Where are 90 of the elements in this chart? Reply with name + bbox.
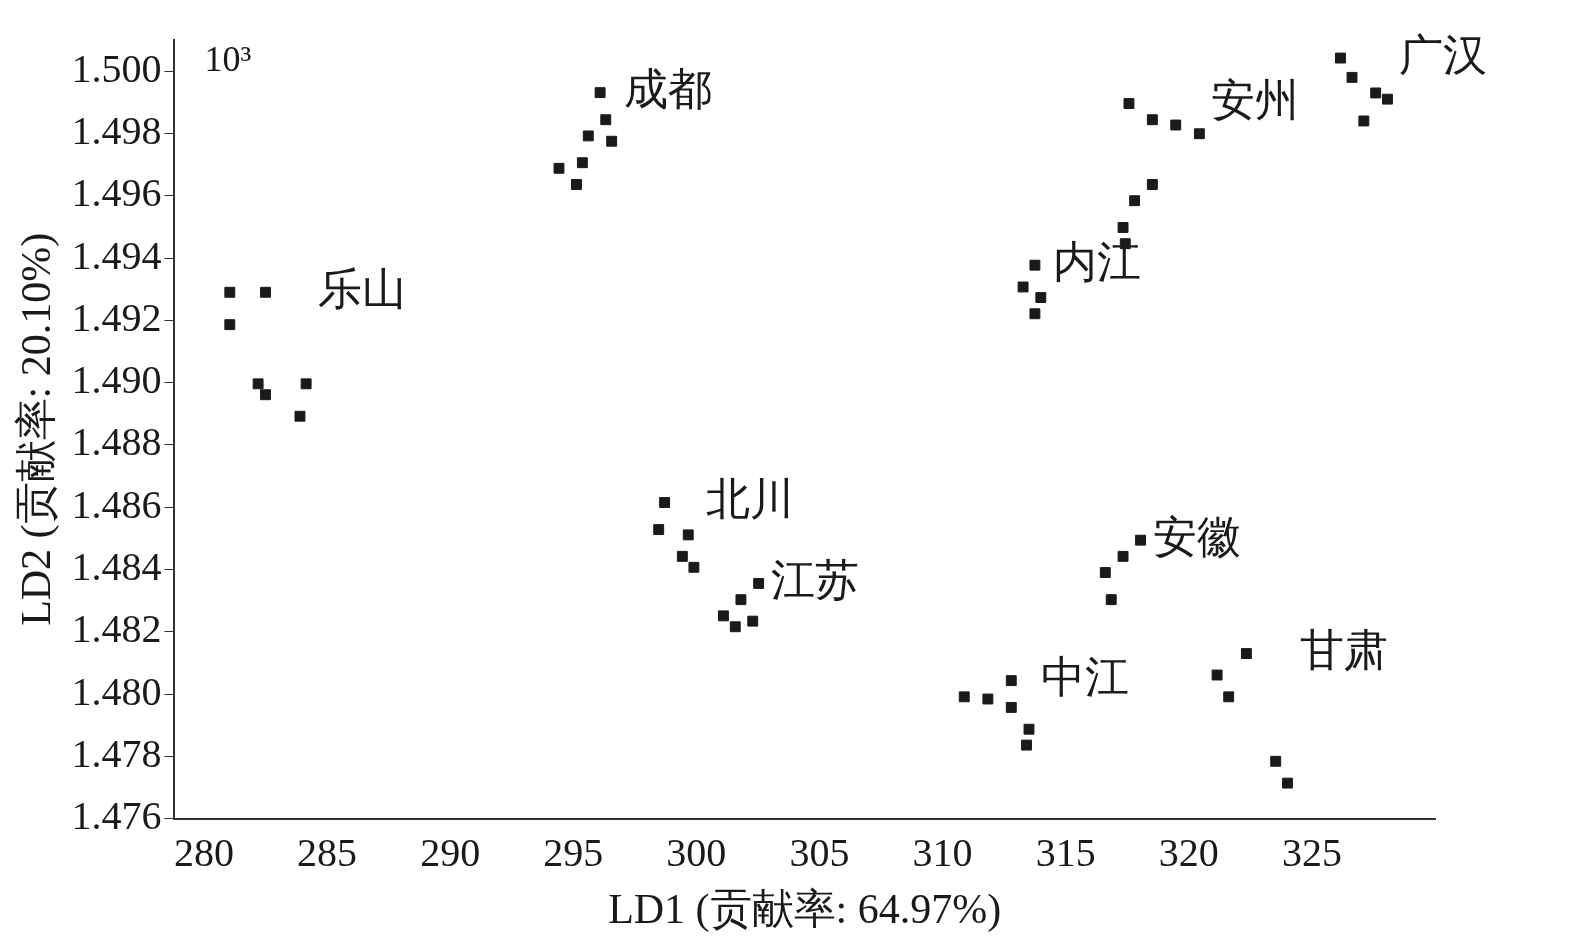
- y-tick-label: 1.484: [71, 543, 162, 589]
- point: [606, 135, 618, 147]
- y-tick-label: 1.494: [71, 232, 162, 278]
- y-tick-label: 1.482: [71, 606, 162, 652]
- x-axis-title: LD1 (贡献率: 64.97%): [608, 885, 1002, 933]
- point: [1270, 755, 1282, 767]
- y-tick-label: 1.498: [71, 107, 162, 153]
- point: [659, 497, 671, 508]
- point: [600, 114, 612, 126]
- x-tick-label: 280: [173, 830, 234, 876]
- point: [1005, 675, 1017, 687]
- x-tick-label: 320: [1158, 830, 1219, 876]
- point: [582, 130, 594, 142]
- point: [1099, 567, 1111, 579]
- y-tick-label: 1.490: [71, 357, 162, 403]
- y-tick-label: 1.500: [71, 45, 162, 91]
- point: [260, 389, 271, 401]
- point: [260, 286, 271, 298]
- point: [1146, 114, 1158, 126]
- point: [1193, 128, 1205, 140]
- point: [1123, 98, 1135, 109]
- series-label: 成都: [623, 65, 712, 115]
- x-tick-label: 300: [666, 830, 727, 876]
- point: [594, 87, 606, 99]
- point: [224, 319, 236, 331]
- point: [1117, 222, 1129, 233]
- point: [958, 691, 970, 703]
- point: [1029, 308, 1041, 320]
- x-tick-label: 325: [1281, 830, 1342, 876]
- point: [676, 550, 688, 562]
- point: [718, 610, 729, 622]
- point: [653, 524, 665, 536]
- series-label: 乐山: [318, 264, 407, 314]
- series-label: 江苏: [770, 556, 859, 606]
- series-label: 广汉: [1399, 30, 1488, 80]
- y-tick-label: 1.488: [71, 419, 162, 465]
- y-tick-label: 1.476: [71, 793, 162, 839]
- point: [571, 179, 582, 190]
- point: [553, 162, 565, 174]
- point: [1105, 594, 1117, 606]
- series-label: 安徽: [1152, 512, 1241, 562]
- point: [1129, 195, 1141, 207]
- y-tick-label: 1.486: [71, 481, 162, 527]
- x-tick-label: 295: [543, 830, 604, 876]
- point: [1146, 179, 1158, 190]
- point: [982, 693, 994, 705]
- x-tick-label: 310: [912, 830, 973, 876]
- point: [1382, 93, 1393, 105]
- point: [1223, 691, 1235, 703]
- point: [294, 410, 306, 422]
- point: [224, 286, 236, 298]
- series-label: 中江: [1041, 653, 1129, 703]
- point: [735, 594, 747, 606]
- point: [1023, 723, 1035, 735]
- point: [1117, 550, 1129, 562]
- x-tick-label: 290: [420, 830, 481, 876]
- point: [300, 378, 312, 390]
- y-tick-label: 1.478: [71, 730, 162, 776]
- point: [1021, 739, 1032, 751]
- point: [1240, 648, 1252, 659]
- point: [729, 621, 741, 633]
- x-tick-label: 315: [1035, 830, 1096, 876]
- series-label: 安州: [1211, 76, 1300, 126]
- point: [1135, 534, 1146, 546]
- point: [1370, 87, 1382, 99]
- point: [1211, 669, 1223, 681]
- x-tick-label: 305: [789, 830, 850, 876]
- point: [1017, 281, 1029, 293]
- y-tick-label: 1.496: [71, 170, 162, 216]
- point: [1035, 292, 1047, 304]
- point: [1358, 115, 1370, 127]
- y-tick-label: 1.492: [71, 294, 162, 340]
- point: [1346, 71, 1358, 83]
- y-axis-title: LD2 (贡献率: 20.10%): [13, 232, 61, 626]
- point: [1005, 701, 1017, 713]
- x-tick-label: 285: [297, 830, 358, 876]
- point: [747, 615, 759, 627]
- point: [753, 578, 765, 589]
- point: [682, 529, 694, 541]
- series-label: 甘肃: [1299, 626, 1388, 676]
- annotation: 10³: [204, 39, 252, 80]
- point: [1335, 52, 1346, 64]
- point: [1282, 777, 1293, 789]
- point: [688, 561, 700, 573]
- y-tick-label: 1.480: [71, 668, 162, 714]
- point: [576, 157, 588, 169]
- series-label: 北川: [705, 475, 794, 525]
- point: [1170, 119, 1182, 131]
- point: [1029, 259, 1041, 271]
- point: [252, 378, 264, 390]
